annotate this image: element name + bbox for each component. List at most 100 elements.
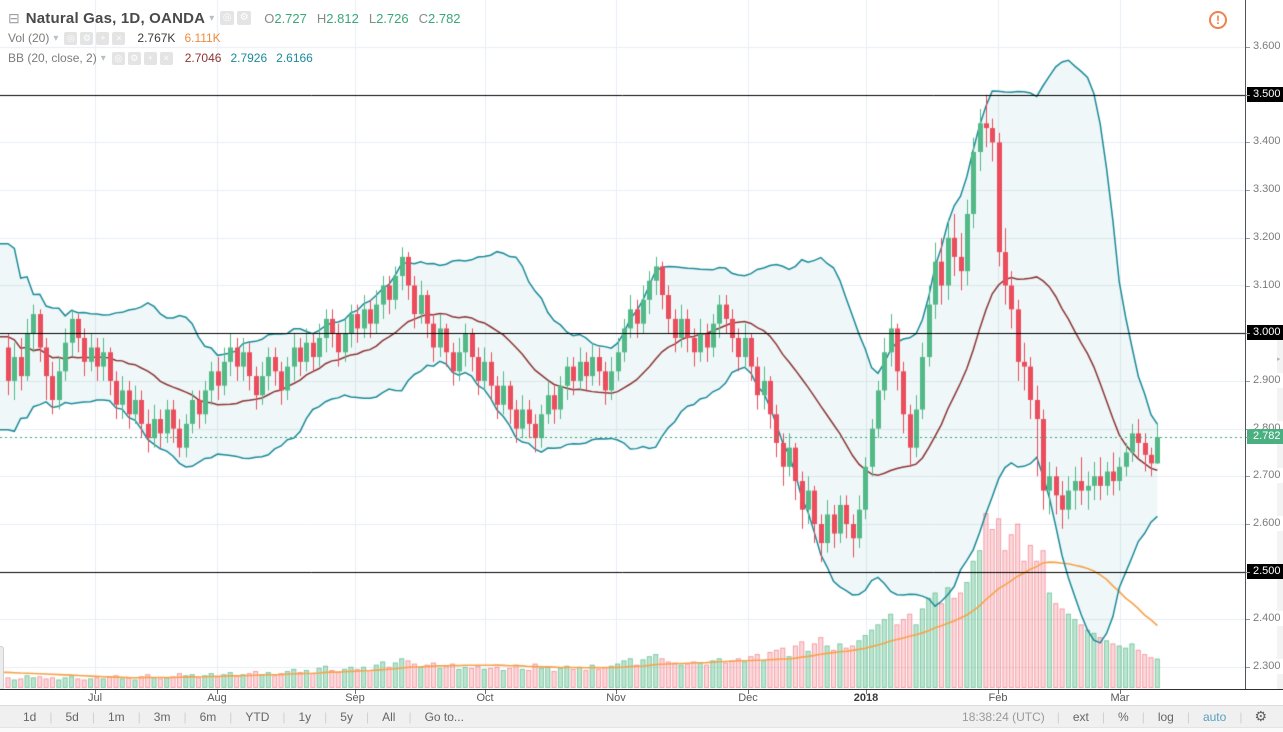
time-axis[interactable]: Jul Aug Sep Oct Nov Dec 2018 Feb Mar: [0, 689, 1283, 705]
range-button-ytd[interactable]: YTD: [245, 709, 270, 724]
time-axis-label: 2018: [853, 692, 879, 704]
bb-upper-value: 2.7926: [230, 51, 268, 65]
range-button-5d[interactable]: 5d: [65, 709, 79, 724]
time-tick: [95, 690, 96, 694]
clock-utc[interactable]: 18:38:24 (UTC): [962, 709, 1045, 724]
chevron-down-icon[interactable]: ▾: [100, 52, 106, 64]
axis-tick: [1246, 476, 1250, 477]
axis-tick: [1246, 333, 1250, 334]
gear-icon[interactable]: ⚙: [80, 31, 94, 45]
gear-icon[interactable]: ⚙: [127, 51, 141, 65]
time-axis-label: Nov: [606, 692, 626, 704]
current-price-label: 2.782: [1247, 429, 1283, 445]
price-axis-label: 3.500: [1247, 86, 1283, 102]
toolbar-separator: |: [408, 709, 412, 724]
volume-indicator-title[interactable]: Vol (20): [8, 31, 50, 45]
close-value: 2.782: [428, 10, 461, 26]
price-axis-label: 3.100: [1247, 277, 1283, 293]
ohlc-readout: O2.727 H2.812 L2.726 C2.782: [264, 11, 470, 26]
range-button-1y[interactable]: 1y: [298, 709, 312, 724]
bb-indicator-title[interactable]: BB (20, close, 2): [8, 51, 97, 65]
price-axis[interactable]: 3.600 3.400 3.300 3.200 3.100 2.900 2.800 2.700…: [1245, 0, 1283, 689]
low-value: 2.726: [376, 10, 409, 26]
symbol-visibility-icon[interactable]: ◎: [220, 11, 235, 25]
range-button-1d[interactable]: 1d: [23, 709, 37, 724]
price-axis-label: 2.600: [1247, 516, 1283, 531]
plus-icon[interactable]: +: [96, 31, 110, 45]
volume-indicator-row: Vol (20) ▾ ◎ ⚙ + × 2.767K 6.111K: [8, 28, 471, 48]
range-button-3m[interactable]: 3m: [153, 709, 171, 724]
scale-toggle-log[interactable]: log: [1157, 709, 1174, 724]
axis-tick: [1246, 429, 1250, 430]
price-axis-label: 3.300: [1247, 182, 1283, 198]
chart-legend: ⊟ Natural Gas, 1D, OANDA ▾ ◎ ⚙ O2.727 H2.…: [8, 8, 471, 68]
high-label: H: [316, 10, 327, 26]
drawing-toolbar-handle[interactable]: [0, 646, 4, 690]
price-axis-label: 3.600: [1247, 39, 1283, 54]
axis-tick: [1246, 95, 1250, 96]
time-tick: [748, 690, 749, 694]
scale-toggle-ext[interactable]: ext: [1072, 709, 1089, 724]
time-axis-label: Aug: [207, 692, 227, 704]
range-button-1m[interactable]: 1m: [107, 709, 125, 724]
symbol-settings-gear-icon[interactable]: ⚙: [237, 11, 252, 25]
axis-tick: [1246, 619, 1250, 620]
range-button-all[interactable]: All: [382, 709, 396, 724]
price-axis-label: 2.700: [1247, 468, 1283, 484]
toolbar-right: 18:38:24 (UTC) | ext |% | log | auto | ⚙: [950, 708, 1283, 725]
bb-values: 2.7046 2.7926 2.6166: [185, 51, 322, 65]
price-axis-label: 2.400: [1247, 611, 1283, 627]
time-tick: [998, 690, 999, 694]
symbol-legend-row: ⊟ Natural Gas, 1D, OANDA ▾ ◎ ⚙ O2.727 H2.…: [8, 8, 471, 28]
chevron-down-icon[interactable]: ▾: [53, 32, 59, 44]
close-icon[interactable]: ×: [159, 51, 173, 65]
axis-tick: [1246, 437, 1250, 438]
axis-tick: [1246, 190, 1250, 191]
range-button-6m[interactable]: 6m: [199, 709, 217, 724]
symbol-title[interactable]: Natural Gas, 1D, OANDA: [25, 9, 206, 27]
toolbar-separator: |: [229, 709, 233, 724]
time-tick: [355, 690, 356, 694]
toolbar-separator: |: [1239, 709, 1243, 724]
plus-icon[interactable]: +: [143, 51, 157, 65]
toolbar-separator: |: [282, 709, 286, 724]
bb-basis-value: 2.7046: [184, 51, 222, 65]
toolbar-separator: |: [324, 709, 328, 724]
eye-icon[interactable]: ◎: [64, 31, 78, 45]
axis-tick: [1246, 47, 1250, 48]
toolbar-separator: |: [1186, 709, 1190, 724]
scale-toggle-auto[interactable]: auto: [1202, 709, 1227, 724]
axis-tick: [1246, 286, 1250, 287]
axis-tick: [1246, 667, 1250, 668]
eye-icon[interactable]: ◎: [111, 51, 125, 65]
price-axis-label: 2.500: [1247, 563, 1283, 579]
collapse-pane-icon[interactable]: ⊟: [8, 10, 20, 26]
chevron-down-icon[interactable]: ▾: [209, 12, 215, 24]
toolbar-separator: |: [137, 709, 141, 724]
price-axis-label: 3.000: [1247, 325, 1283, 341]
range-button-5y[interactable]: 5y: [340, 709, 353, 724]
toolbar-separator: |: [1056, 709, 1060, 724]
time-tick: [485, 690, 486, 694]
toolbar-separator: |: [49, 709, 53, 724]
low-label: L: [368, 10, 377, 26]
close-icon[interactable]: ×: [112, 31, 126, 45]
price-chart-canvas[interactable]: [0, 0, 1245, 689]
go-to-date-button[interactable]: Go to...: [424, 709, 464, 724]
chart-pane: ⊟ Natural Gas, 1D, OANDA ▾ ◎ ⚙ O2.727 H2.…: [0, 0, 1245, 690]
price-axis-label: 2.300: [1247, 659, 1283, 675]
price-axis-label: 3.400: [1247, 134, 1283, 150]
axis-settings-gear-icon[interactable]: ⚙: [1254, 708, 1267, 724]
volume-ma-value: 6.111K: [184, 31, 221, 45]
time-tick: [217, 690, 218, 694]
open-value: 2.727: [274, 10, 307, 26]
toolbar-separator: |: [1141, 709, 1145, 724]
volume-values: 2.767K 6.111K: [137, 31, 229, 45]
time-axis-label: Oct: [476, 692, 494, 704]
alert-warning-icon[interactable]: !: [1209, 11, 1227, 29]
time-axis-label: Sep: [345, 692, 365, 704]
high-value: 2.812: [326, 10, 359, 26]
axis-tick: [1246, 142, 1250, 143]
scale-toggle-percent[interactable]: %: [1118, 709, 1129, 724]
time-axis-label: Jul: [87, 692, 103, 704]
